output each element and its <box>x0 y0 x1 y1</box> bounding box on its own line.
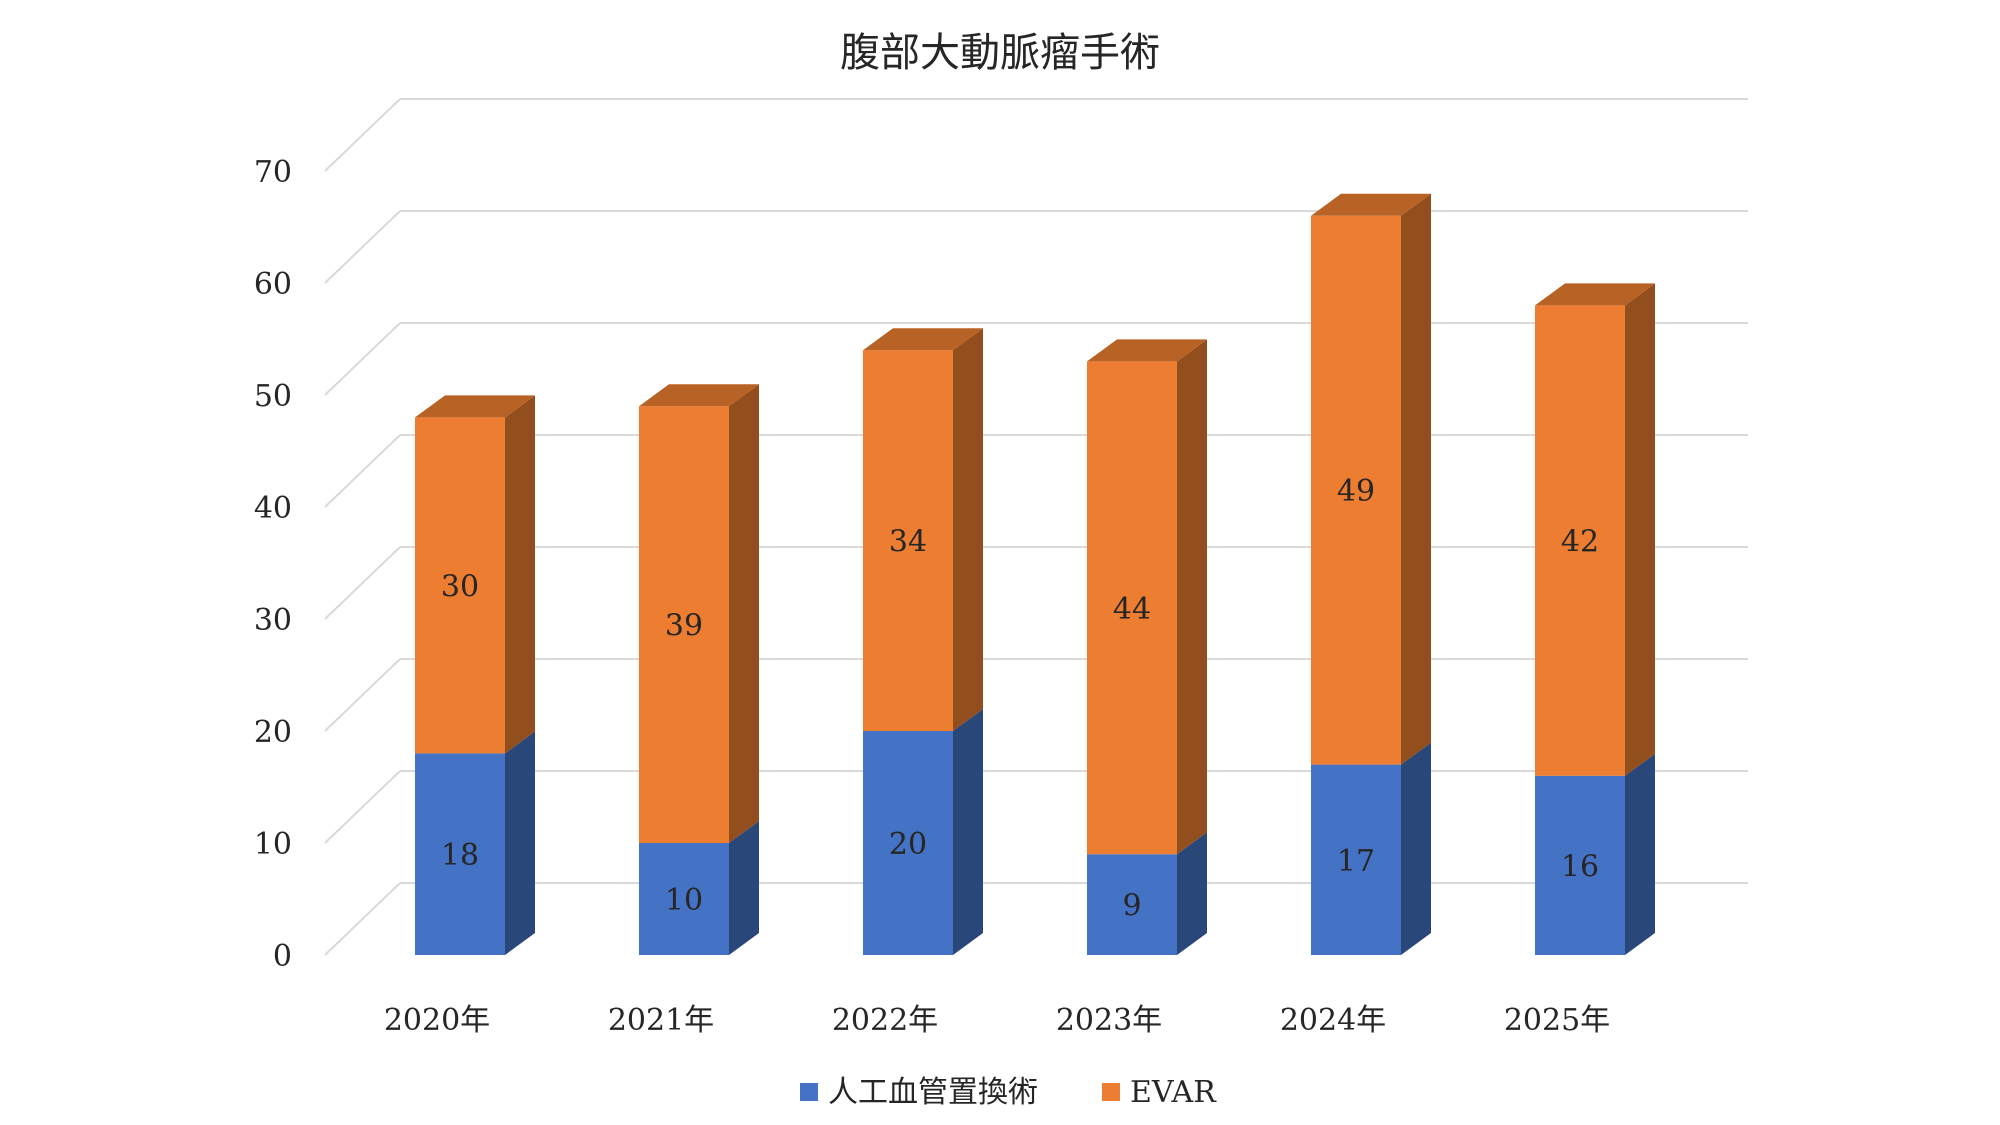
x-category-label: 2020年 <box>384 1003 490 1038</box>
bar-segment: 18 <box>415 731 535 955</box>
legend: 人工血管置換術 EVAR <box>800 1075 1217 1110</box>
legend-swatch-series-2 <box>1102 1083 1120 1101</box>
bar-side <box>729 384 759 843</box>
y-tick-label: 70 <box>254 155 292 190</box>
bar-front <box>415 753 505 955</box>
legend-swatch-series-1 <box>800 1083 818 1101</box>
bar-top <box>639 384 759 407</box>
bar-top <box>863 328 983 351</box>
bar-segment: 49 <box>1311 193 1431 765</box>
bar-side <box>505 731 535 955</box>
bar-side <box>1401 742 1431 955</box>
bar-front <box>639 406 729 843</box>
y-tick-label: 60 <box>254 267 292 302</box>
gridline-side <box>324 770 401 844</box>
x-axis-categories: 2020年 2021年 2022年 2023年 2024年 2025年 <box>384 1003 1610 1038</box>
bar-side <box>953 328 983 731</box>
data-label: 34 <box>889 525 927 560</box>
y-tick-label: 20 <box>254 715 292 750</box>
bar-front <box>863 350 953 731</box>
x-category-label: 2024年 <box>1280 1003 1386 1038</box>
data-label: 18 <box>441 838 479 873</box>
bar-front <box>639 843 729 955</box>
data-label: 42 <box>1561 525 1599 560</box>
bar-front <box>1311 215 1401 765</box>
gridline-side <box>324 210 401 284</box>
bar-side <box>1177 832 1207 955</box>
y-tick-label: 0 <box>273 939 292 974</box>
gridline-side <box>324 322 401 396</box>
bar-front <box>863 731 953 955</box>
x-category-label: 2025年 <box>1504 1003 1610 1038</box>
bar-segment: 42 <box>1535 283 1655 776</box>
bar-segment: 17 <box>1311 742 1431 955</box>
bar-side <box>505 395 535 754</box>
legend-label-series-2: EVAR <box>1130 1075 1217 1110</box>
bar-front <box>1087 361 1177 855</box>
y-tick-label: 30 <box>254 603 292 638</box>
y-tick-label: 50 <box>254 379 292 414</box>
bar-front <box>1535 775 1625 955</box>
x-category-label: 2021年 <box>608 1003 714 1038</box>
data-label: 17 <box>1337 844 1375 879</box>
gridline-side <box>324 434 401 508</box>
data-label: 10 <box>665 883 703 918</box>
bar-segment: 39 <box>639 384 759 843</box>
gridlines <box>324 98 1748 956</box>
bar-segment: 30 <box>415 395 535 754</box>
bar-segment: 16 <box>1535 753 1655 955</box>
bar-top <box>415 395 535 418</box>
bar-front <box>415 417 505 754</box>
bar-front <box>1087 854 1177 955</box>
gridline-side <box>324 658 401 732</box>
bar-segment: 9 <box>1087 832 1207 955</box>
bar-segment: 20 <box>863 709 983 955</box>
data-label: 20 <box>889 827 927 862</box>
gridline-side <box>324 98 401 172</box>
chart-title: 腹部大動脈瘤手術 <box>840 30 1160 76</box>
y-tick-label: 40 <box>254 491 292 526</box>
bar-front <box>1535 305 1625 776</box>
gridline-side <box>324 546 401 620</box>
data-label: 39 <box>665 609 703 644</box>
x-category-label: 2023年 <box>1056 1003 1162 1038</box>
bar-side <box>953 709 983 955</box>
data-label: 16 <box>1561 849 1599 884</box>
bar-segment: 34 <box>863 328 983 731</box>
bar-front <box>1311 764 1401 955</box>
bars: 18 30 10 39 20 34 9 44 17 49 16 42 <box>415 193 1655 955</box>
bar-side <box>729 821 759 955</box>
legend-label-series-1: 人工血管置換術 <box>828 1075 1038 1110</box>
bar-segment: 44 <box>1087 339 1207 855</box>
data-label: 44 <box>1113 592 1151 627</box>
bar-side <box>1625 753 1655 955</box>
data-label: 30 <box>441 569 479 604</box>
y-tick-label: 10 <box>254 827 292 862</box>
bar-side <box>1401 193 1431 765</box>
data-label: 9 <box>1122 889 1141 924</box>
y-axis-ticks: 0 10 20 30 40 50 60 70 <box>254 155 292 974</box>
bar-top <box>1087 339 1207 362</box>
bar-segment: 10 <box>639 821 759 955</box>
gridline-side <box>324 882 401 956</box>
bar-side <box>1625 283 1655 776</box>
data-label: 49 <box>1337 474 1375 509</box>
bar-top <box>1311 193 1431 216</box>
x-category-label: 2022年 <box>832 1003 938 1038</box>
bar-side <box>1177 339 1207 855</box>
bar-top <box>1535 283 1655 306</box>
